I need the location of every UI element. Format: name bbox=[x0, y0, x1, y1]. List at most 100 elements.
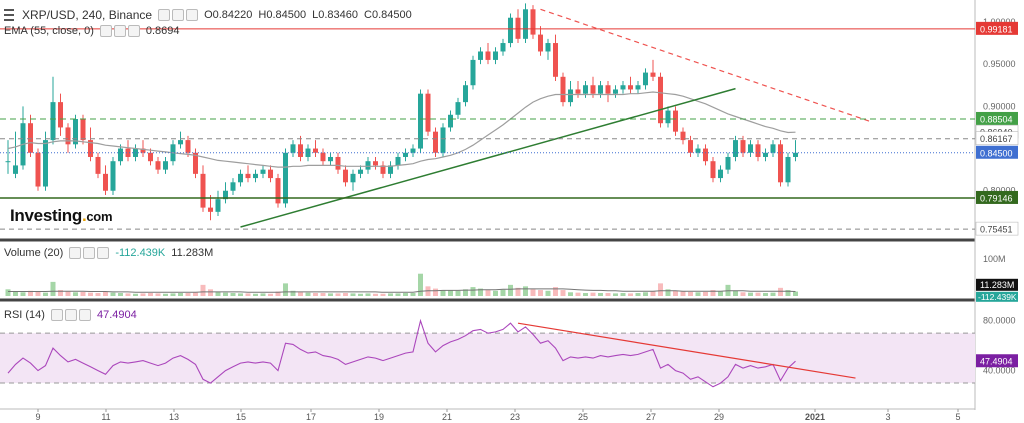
volume-bar bbox=[230, 293, 236, 296]
volume-bar bbox=[418, 273, 423, 296]
candle-body bbox=[230, 182, 236, 191]
volume-bar bbox=[613, 293, 618, 296]
candle-body bbox=[643, 72, 648, 86]
volume-ma-line bbox=[8, 288, 796, 293]
candle-body bbox=[238, 173, 243, 183]
rsi-tick-label: 40.0000 bbox=[983, 366, 1016, 376]
volume-bar bbox=[185, 293, 191, 296]
volume-bar bbox=[13, 291, 18, 296]
menu-icon[interactable] bbox=[4, 9, 14, 21]
volume-bar bbox=[470, 287, 476, 296]
symbol-title: XRP/USD, 240, Binance bbox=[22, 8, 153, 22]
candle-body bbox=[553, 43, 558, 77]
time-tick-label: 2021 bbox=[805, 412, 825, 422]
time-tick-label: 15 bbox=[236, 412, 246, 422]
candle-body bbox=[253, 173, 258, 179]
price-tick-label: 0.80000 bbox=[983, 186, 1016, 196]
candle-body bbox=[665, 110, 671, 124]
ema-controls[interactable] bbox=[99, 25, 140, 37]
ema-line bbox=[7, 91, 796, 168]
candle-body bbox=[748, 144, 753, 153]
candle-body bbox=[688, 140, 693, 153]
volume-label: Volume (20) bbox=[4, 247, 64, 259]
candle-body bbox=[140, 148, 146, 153]
time-tick-label: 23 bbox=[510, 412, 520, 422]
volume-bar bbox=[253, 293, 258, 296]
volume-bar bbox=[770, 292, 776, 296]
volume-bar bbox=[553, 287, 558, 296]
candle-body bbox=[43, 140, 48, 187]
volume-bar bbox=[170, 293, 176, 296]
candle-body bbox=[163, 161, 168, 170]
candle-body bbox=[433, 131, 438, 153]
candle-body bbox=[328, 156, 333, 162]
price-axis-background bbox=[976, 0, 1024, 423]
candle-body bbox=[710, 161, 716, 179]
candle-body bbox=[13, 165, 18, 174]
volume-bar bbox=[740, 292, 746, 296]
candle-body bbox=[268, 169, 273, 179]
candle-body bbox=[733, 140, 738, 157]
candle-body bbox=[320, 152, 326, 162]
candle-body bbox=[538, 34, 543, 52]
time-tick-label: 17 bbox=[306, 412, 316, 422]
volume-bar bbox=[373, 293, 378, 296]
volume-bar bbox=[20, 292, 26, 296]
volume-bar bbox=[365, 293, 371, 296]
ema-label: EMA (55, close, 0) bbox=[4, 25, 94, 37]
volume-bar bbox=[343, 293, 348, 296]
candle-body bbox=[118, 148, 123, 162]
candle-body bbox=[28, 123, 33, 153]
volume-bar bbox=[440, 290, 446, 296]
volume-bar bbox=[410, 293, 416, 296]
candle-body bbox=[680, 131, 686, 141]
volume-controls[interactable] bbox=[69, 247, 110, 259]
candle-body bbox=[245, 173, 251, 179]
rsi-controls[interactable] bbox=[50, 309, 91, 321]
price-label-box bbox=[976, 190, 1018, 204]
volume-bar bbox=[785, 290, 791, 296]
volume-bar bbox=[335, 293, 341, 296]
main-legend: XRP/USD, 240, Binance O0.84220 H0.84500 … bbox=[4, 8, 412, 22]
candle-body bbox=[740, 140, 746, 153]
rsi-legend: RSI (14) 47.4904 bbox=[4, 309, 137, 321]
candle-body bbox=[88, 140, 93, 157]
price-label: 0.79146 bbox=[980, 193, 1013, 203]
candle-body bbox=[755, 144, 761, 157]
candle-body bbox=[530, 9, 536, 35]
candle-body bbox=[673, 110, 678, 132]
candle-body bbox=[575, 89, 581, 94]
investing-logo: Investing.com bbox=[10, 206, 113, 225]
volume-bar bbox=[5, 289, 11, 296]
volume-bar bbox=[305, 292, 311, 296]
rsi-label-box bbox=[976, 354, 1018, 368]
time-tick-label: 3 bbox=[885, 412, 890, 422]
candle-body bbox=[65, 127, 71, 145]
time-tick-label: 5 bbox=[955, 412, 960, 422]
price-label-box bbox=[976, 111, 1018, 125]
candle-body bbox=[403, 152, 408, 157]
candle-body bbox=[620, 85, 626, 90]
candle-body bbox=[425, 93, 431, 132]
legend-controls[interactable] bbox=[158, 9, 199, 21]
volume-bar bbox=[620, 293, 626, 296]
ohlc-low: L0.83460 bbox=[312, 9, 359, 21]
volume-bar bbox=[778, 287, 783, 296]
time-tick-label: 29 bbox=[714, 412, 724, 422]
volume-bar bbox=[598, 293, 603, 296]
volume-delta-label: -112.439K bbox=[978, 292, 1017, 302]
candle-body bbox=[613, 89, 618, 94]
volume-value-2: 11.283M bbox=[171, 247, 214, 259]
volume-bar bbox=[43, 292, 48, 296]
candle-body bbox=[590, 85, 596, 94]
price-label: 0.84500 bbox=[980, 148, 1013, 158]
candle-body bbox=[500, 43, 506, 52]
volume-bar bbox=[103, 291, 108, 296]
candle-body bbox=[73, 119, 78, 145]
candle-body bbox=[470, 59, 476, 86]
price-tick-label: 0.90000 bbox=[983, 101, 1016, 111]
candle-body bbox=[568, 89, 573, 103]
volume-bar bbox=[223, 292, 228, 296]
rsi-line bbox=[7, 318, 796, 388]
